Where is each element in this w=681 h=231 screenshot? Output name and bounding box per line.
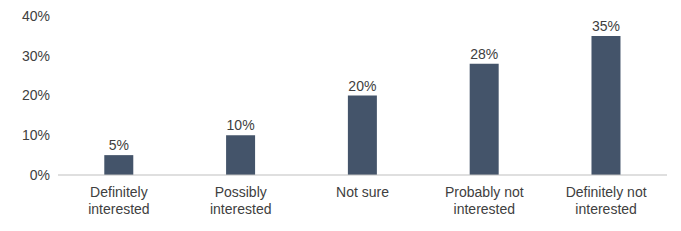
svg-text:30%: 30% — [22, 48, 50, 64]
svg-text:interested: interested — [454, 201, 515, 217]
svg-text:35%: 35% — [592, 18, 620, 34]
svg-text:Definitely: Definitely — [90, 184, 148, 200]
svg-text:20%: 20% — [348, 78, 376, 94]
svg-text:interested: interested — [575, 201, 636, 217]
svg-text:5%: 5% — [109, 137, 129, 153]
svg-text:Not sure: Not sure — [336, 184, 389, 200]
svg-text:20%: 20% — [22, 87, 50, 103]
svg-text:interested: interested — [88, 201, 149, 217]
svg-text:0%: 0% — [30, 167, 50, 183]
svg-text:Possibly: Possibly — [215, 184, 267, 200]
svg-text:10%: 10% — [227, 117, 255, 133]
svg-text:40%: 40% — [22, 8, 50, 24]
svg-text:interested: interested — [210, 201, 271, 217]
svg-text:Probably not: Probably not — [445, 184, 524, 200]
svg-text:28%: 28% — [470, 46, 498, 62]
svg-text:Definitely not: Definitely not — [566, 184, 647, 200]
svg-text:10%: 10% — [22, 127, 50, 143]
